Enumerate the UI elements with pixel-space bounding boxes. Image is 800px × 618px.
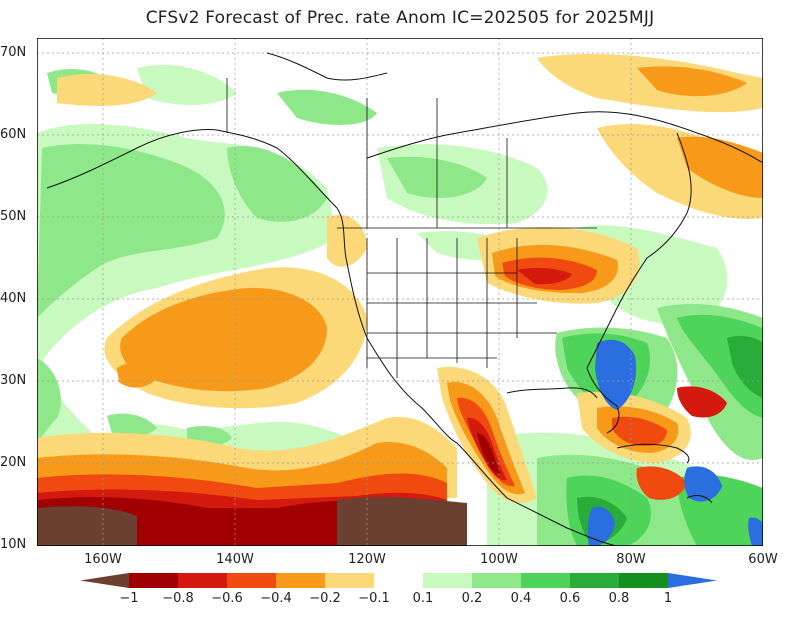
colorbar-cell — [178, 573, 227, 588]
colorbar-cell — [80, 573, 129, 588]
colorbar-label: −0.6 — [211, 591, 243, 606]
negative-anomaly-fields — [37, 53, 763, 546]
colorbar-label: 0.4 — [510, 591, 532, 606]
colorbar-cell — [374, 573, 423, 588]
state-borders — [226, 78, 597, 378]
map-title: CFSv2 Forecast of Prec. rate Anom IC=202… — [145, 8, 655, 28]
graticule — [37, 38, 763, 546]
colorbar-label: −0.1 — [358, 591, 390, 606]
lat-label-50n: 50N — [0, 209, 27, 224]
colorbar-cell — [276, 573, 325, 588]
colorbar-cell — [668, 573, 717, 588]
lon-label-100w: 100W — [480, 552, 518, 567]
colorbar-cell — [619, 573, 668, 588]
colorbar-cell — [325, 573, 374, 588]
lat-label-10n: 10N — [0, 537, 27, 552]
lon-label-160w: 160W — [84, 552, 122, 567]
lon-label-80w: 80W — [616, 552, 646, 567]
colorbar-label: −0.4 — [260, 591, 292, 606]
lon-label-60w: 60W — [748, 552, 778, 567]
colorbar-cell — [521, 573, 570, 588]
colorbar-label: 0.6 — [559, 591, 581, 606]
lat-label-20n: 20N — [0, 455, 27, 470]
colorbar-label: −1 — [119, 591, 139, 606]
colorbar — [80, 573, 717, 588]
colorbar-label: 0.1 — [412, 591, 434, 606]
colorbar-cell — [423, 573, 472, 588]
lat-label-30n: 30N — [0, 373, 27, 388]
coastlines — [46, 52, 763, 546]
colorbar-cell — [227, 573, 276, 588]
colorbar-cell — [129, 573, 178, 588]
lon-label-140w: 140W — [216, 552, 254, 567]
colorbar-label: 0.8 — [608, 591, 630, 606]
lon-label-120w: 120W — [348, 552, 386, 567]
strong-positive-anomaly-fields — [587, 339, 763, 546]
lat-label-40n: 40N — [0, 291, 27, 306]
colorbar-label: 0.2 — [461, 591, 483, 606]
colorbar-cell — [570, 573, 619, 588]
lat-label-70n: 70N — [0, 45, 27, 60]
colorbar-label: 1 — [663, 591, 673, 606]
lat-label-60n: 60N — [0, 127, 27, 142]
colorbar-label: −0.2 — [309, 591, 341, 606]
colorbar-cell — [472, 573, 521, 588]
precipitation-anomaly-map: .c-deep { fill: #6b4030; } .c-neg08 { fi… — [37, 38, 763, 546]
colorbar-label: −0.8 — [162, 591, 194, 606]
